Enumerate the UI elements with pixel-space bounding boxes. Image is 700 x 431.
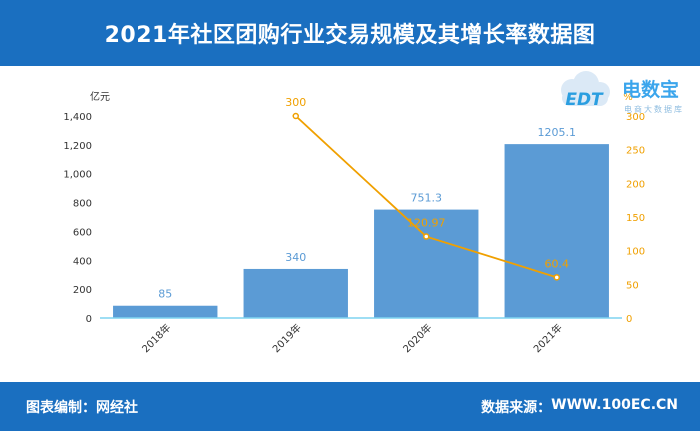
footer-credit: 图表编制： 网经社 <box>26 397 138 417</box>
x-tick-label: 2018年 <box>139 321 173 355</box>
y-axis-unit-right: % <box>623 92 633 103</box>
logo-letters: EDT <box>565 90 604 110</box>
y-tick-right: 100 <box>626 247 645 258</box>
x-tick-label: 2020年 <box>400 321 434 355</box>
bar <box>113 305 218 318</box>
brand-logo: EDT 电数宝 电商大数据库 <box>548 70 698 130</box>
header-bar: 2021年社区团购行业交易规模及其增长率数据图 <box>0 0 700 66</box>
y-tick-left: 600 <box>73 227 92 238</box>
bar-value-label: 85 <box>158 288 172 301</box>
line-point <box>553 274 560 281</box>
line-value-label: 60.4 <box>545 257 570 270</box>
logo-brand: 电数宝 <box>622 78 679 101</box>
y-tick-right: 0 <box>626 314 632 325</box>
x-tick-label: 2021年 <box>531 321 565 355</box>
y-tick-right: 250 <box>626 146 645 157</box>
y-tick-left: 1,000 <box>63 170 92 181</box>
bar <box>504 144 609 318</box>
y-tick-right: 150 <box>626 213 645 224</box>
footer-source-label: 数据来源： <box>481 399 552 416</box>
y-tick-right: 50 <box>626 280 639 291</box>
bar-value-label: 340 <box>285 251 306 264</box>
y-tick-left: 1,400 <box>63 112 92 123</box>
footer-credit-value: 网经社 <box>96 399 138 416</box>
logo-tagline: 电商大数据库 <box>624 104 684 114</box>
line-point <box>292 112 299 120</box>
y-tick-right: 300 <box>626 112 645 123</box>
footer-source: 数据来源： WWW.100EC.CN <box>481 397 678 417</box>
footer-credit-label: 图表编制： <box>26 399 96 416</box>
combo-chart: 0 200 400 600 800 1,000 1,200 1,400 0 50 100 150 20… <box>63 90 645 355</box>
x-tick-label: 2019年 <box>270 321 304 355</box>
y-tick-left: 1,200 <box>63 141 92 152</box>
page-title: 2021年社区团购行业交易规模及其增长率数据图 <box>104 23 596 48</box>
footer-source-value: WWW.100EC.CN <box>551 396 678 413</box>
y-tick-left: 200 <box>73 285 92 296</box>
y-tick-right: 200 <box>626 179 645 190</box>
y-tick-left: 0 <box>86 314 92 325</box>
footer-bar: 图表编制： 网经社 数据来源： WWW.100EC.CN <box>0 382 700 431</box>
y-tick-left: 400 <box>73 256 92 267</box>
bar-value-label: 751.3 <box>411 192 443 205</box>
y-axis-unit-left: 亿元 <box>90 90 110 103</box>
cloud-icon <box>561 71 610 106</box>
line-point <box>423 233 430 240</box>
bar-value-label: 1205.1 <box>538 126 577 139</box>
bar <box>374 209 479 318</box>
line-value-label: 300 <box>285 96 306 109</box>
chart-area: 0 200 400 600 800 1,000 1,200 1,400 0 50 100 150 20… <box>0 66 700 382</box>
y-tick-left: 800 <box>73 199 92 210</box>
line-value-label: 120.97 <box>407 217 446 230</box>
bar <box>243 268 348 318</box>
